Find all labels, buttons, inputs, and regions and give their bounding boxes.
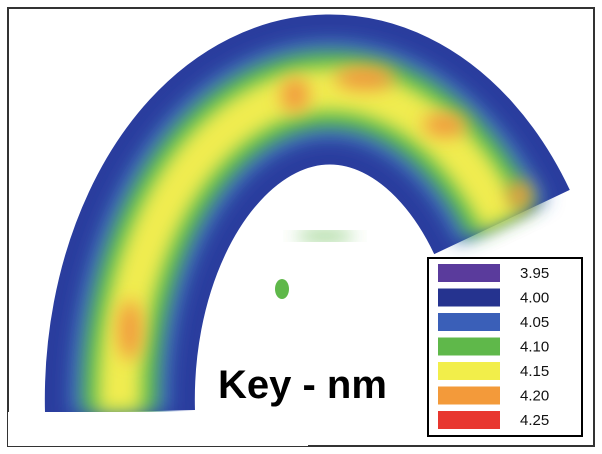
inner-spot	[275, 279, 289, 299]
key-title: Key - nm	[218, 363, 387, 407]
legend-swatch	[438, 362, 500, 380]
legend-swatch	[438, 264, 500, 282]
legend-swatch	[438, 289, 500, 307]
legend-swatch	[438, 313, 500, 331]
legend-label: 4.15	[520, 363, 549, 380]
legend-label: 4.25	[520, 412, 549, 429]
legend-label: 4.05	[520, 314, 549, 331]
legend-swatch	[438, 387, 500, 405]
legend: 3.95 4.00 4.05 4.10 4.15 4.20 4.25	[438, 264, 549, 429]
screenshot: Key - nm 3.95 4.00 4.05 4.10 4.15 4.20 4.25	[0, 0, 602, 454]
cutout	[8, 412, 308, 452]
inner-streak	[295, 232, 355, 240]
legend-label: 4.20	[520, 387, 549, 404]
legend-swatch	[438, 338, 500, 356]
legend-label: 4.00	[520, 289, 549, 306]
legend-label: 4.10	[520, 338, 549, 355]
legend-label: 3.95	[520, 265, 549, 282]
legend-swatch	[438, 411, 500, 429]
